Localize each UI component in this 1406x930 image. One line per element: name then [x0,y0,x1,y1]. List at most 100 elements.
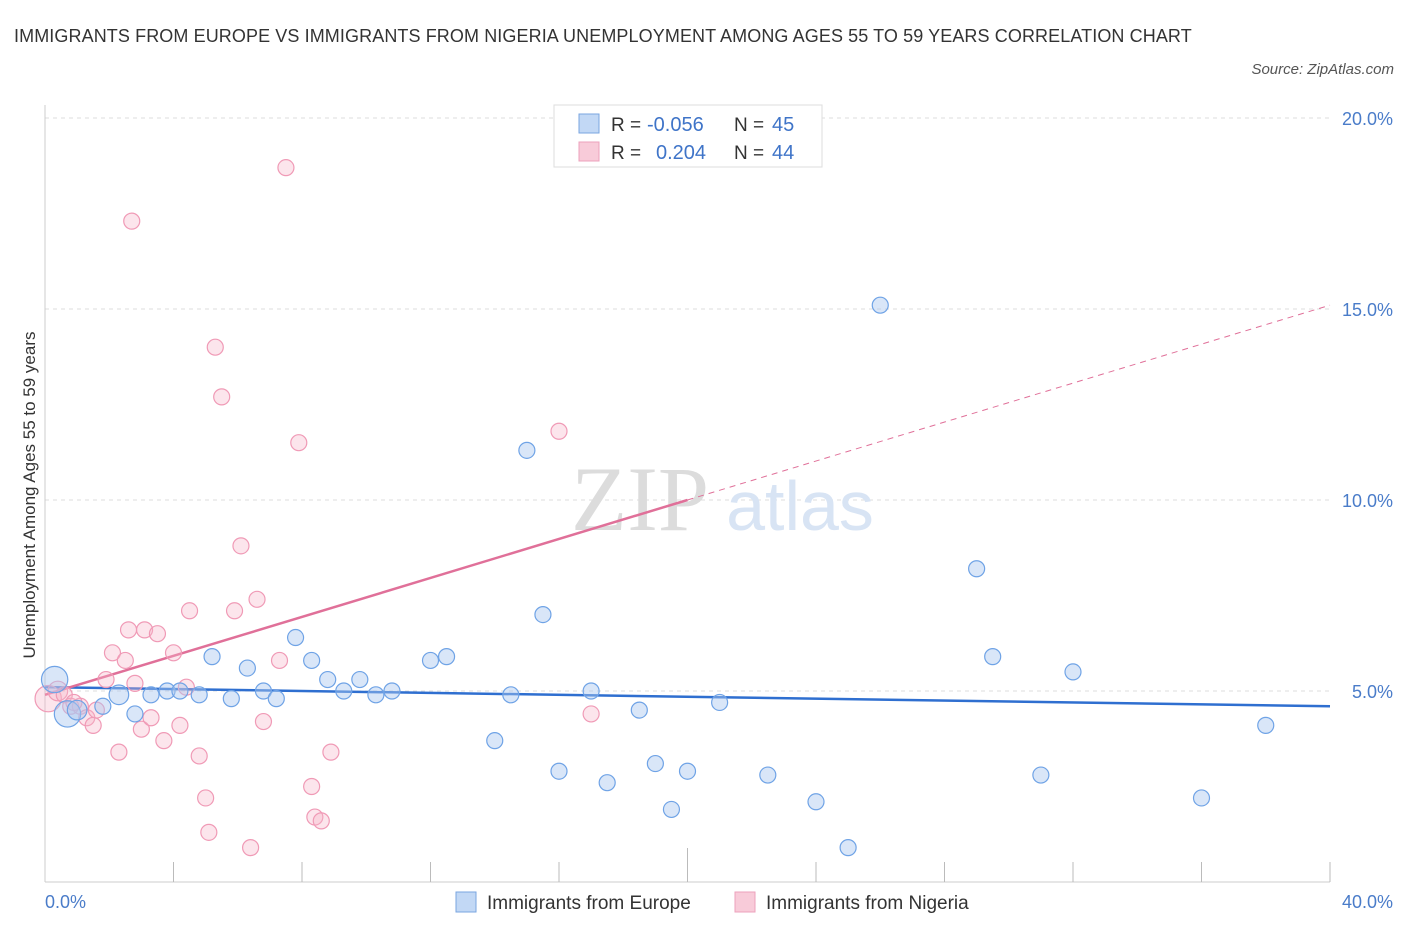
legend-europe-n-value: 45 [772,114,794,136]
point-europe [303,651,321,670]
point-nigeria [135,621,154,639]
point-europe [335,682,353,700]
point-nigeria [254,712,273,731]
point-nigeria [116,651,134,670]
point-europe [367,686,385,704]
point-europe [351,670,369,689]
point-europe [126,705,144,723]
point-europe [678,762,697,780]
legend-swatch-europe [578,113,600,134]
point-nigeria [148,625,167,643]
point-nigeria [232,537,250,555]
point-europe [319,670,337,689]
point-europe [759,766,777,784]
point-europe [254,682,273,700]
point-europe [871,296,889,314]
point-nigeria [142,709,160,727]
point-europe [646,754,664,773]
point-nigeria [206,338,224,356]
point-nigeria [180,602,199,620]
legend-nigeria-r-label: R = [611,143,641,164]
legend-europe-n-label: N = [734,115,764,136]
point-europe [598,774,616,792]
point-nigeria [126,674,144,692]
point-nigeria [277,159,295,177]
point-europe [108,684,130,706]
point-nigeria [312,812,330,830]
point-nigeria [225,602,244,620]
point-europe [1032,766,1050,784]
point-europe [222,690,240,708]
point-nigeria [84,716,102,734]
series-legend: Immigrants from Europe Immigrants from N… [455,891,969,914]
point-nigeria [171,716,189,734]
point-nigeria [582,705,600,723]
point-nigeria [213,388,231,406]
point-europe [502,686,520,704]
point-nigeria [303,777,321,796]
point-nigeria [322,743,340,761]
legend-europe-r-label: R = [611,115,641,136]
point-nigeria [197,789,215,807]
point-nigeria [97,670,115,689]
y-axis-label: Unemployment Among Ages 55 to 59 years [20,332,39,659]
point-europe [421,651,440,670]
point-europe [1192,789,1211,807]
point-europe [630,701,648,719]
point-nigeria [119,621,138,639]
data-points [34,159,1275,857]
point-nigeria [110,743,128,761]
point-europe [984,648,1002,666]
point-europe [158,682,176,700]
y-tick-label: 5.0% [1352,682,1393,702]
point-europe [94,697,112,715]
point-europe [203,648,221,666]
point-europe [582,682,600,700]
legend-nigeria-n-value: 44 [772,142,794,164]
point-europe [486,732,504,750]
point-nigeria [270,651,289,670]
x-tick-label-min: 0.0% [45,892,86,912]
point-nigeria [155,732,173,750]
point-nigeria [132,720,150,738]
x-tick-label-max: 40.0% [1342,892,1393,912]
bottom-legend-europe: Immigrants from Europe [487,893,691,914]
point-europe [66,699,88,721]
trend-line-europe [44,685,1331,708]
point-nigeria [123,212,141,230]
point-europe [286,628,305,647]
watermark: ZIP atlas [571,448,874,550]
point-europe [190,686,208,704]
legend-europe-r-value: -0.056 [647,114,704,136]
point-nigeria [34,684,62,713]
point-europe [550,762,568,780]
y-tick-label: 10.0% [1342,491,1393,511]
legend-nigeria-r-value: 0.204 [656,142,706,164]
point-nigeria [290,434,308,452]
point-europe [1257,716,1275,734]
y-tick-label: 15.0% [1342,300,1393,320]
trend-line-nigeria-extended [687,304,1331,501]
point-europe [534,605,552,624]
point-europe [711,693,729,712]
point-nigeria [550,422,568,440]
point-nigeria [242,839,260,857]
point-europe [1064,663,1082,681]
point-nigeria [190,747,208,765]
legend-nigeria-n-label: N = [734,143,764,164]
watermark-atlas: atlas [726,467,874,545]
watermark-zip: ZIP [571,448,709,550]
chart-title: IMMIGRANTS FROM EUROPE VS IMMIGRANTS FRO… [14,26,1192,46]
point-europe [437,648,456,666]
point-europe [383,682,401,700]
trend-line-nigeria [44,498,688,697]
point-europe [839,839,857,857]
point-nigeria [248,590,266,608]
point-nigeria [164,644,183,662]
trend-lines [44,304,1331,708]
point-europe [968,560,986,578]
source-credit: Source: ZipAtlas.com [1251,61,1394,78]
y-tick-label: 20.0% [1342,109,1393,129]
bottom-legend-swatch-nigeria [734,891,756,913]
